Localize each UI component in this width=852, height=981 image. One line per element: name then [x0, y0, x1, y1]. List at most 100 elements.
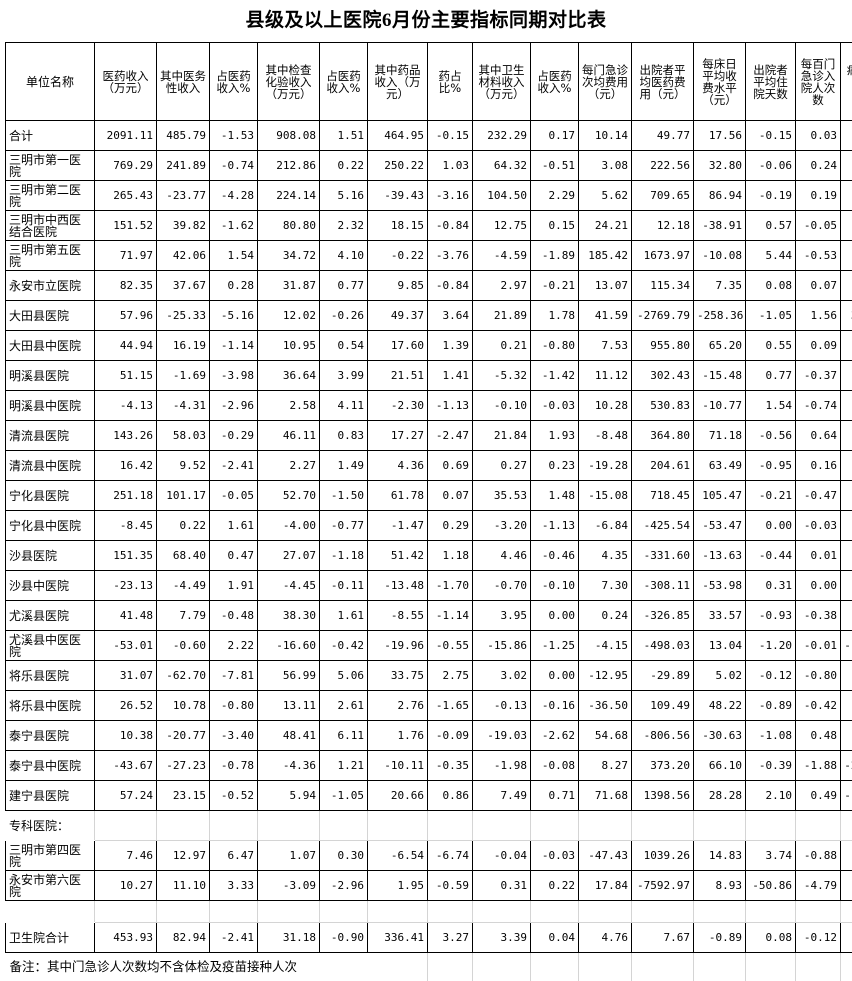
cell-value: 3.08: [579, 151, 632, 181]
cell-value: 143.26: [95, 421, 157, 451]
cell-value: -39.43: [368, 181, 428, 211]
cell-value: 0.71: [531, 781, 579, 811]
cell-value: 65.20: [694, 331, 746, 361]
cell-value: 204.61: [632, 451, 694, 481]
cell-value: [694, 901, 746, 923]
cell-value: 33.75: [368, 661, 428, 691]
row-label: 永安市立医院: [6, 271, 95, 301]
cell-value: -2.62: [531, 721, 579, 751]
cell-value: 0.31: [746, 571, 796, 601]
cell-value: -0.05: [796, 211, 841, 241]
cell-value: 0.15: [531, 211, 579, 241]
cell-value: [579, 811, 632, 841]
indicator-comparison-table: 单位名称 医药收入（万元） 其中医务性收入 占医药收入% 其中检查化验收入（万元…: [5, 42, 852, 981]
cell-value: 27.07: [258, 541, 320, 571]
row-label: [6, 901, 95, 923]
cell-value: -498.03: [632, 631, 694, 661]
column-header-material-share: 占医药收入%: [531, 43, 579, 121]
cell-value: -2769.79: [632, 301, 694, 331]
cell-value: -0.74: [210, 151, 258, 181]
cell-value: -7592.97: [632, 871, 694, 901]
cell-value: -1.98: [473, 751, 531, 781]
cell-value: 241.89: [157, 151, 210, 181]
cell-value: 0.19: [796, 181, 841, 211]
cell-value: 1.91: [210, 571, 258, 601]
cell-value: -1.14: [428, 601, 473, 631]
column-header-inpatient-avg-cost: 出院者平均医药费用（元）: [632, 43, 694, 121]
cell-value: 4.75: [841, 361, 852, 391]
cell-value: -0.04: [473, 841, 531, 871]
cell-value: 21.89: [473, 301, 531, 331]
cell-value: -308.11: [632, 571, 694, 601]
cell-value: 4.35: [579, 541, 632, 571]
column-header-exam-lab-share: 占医药收入%: [320, 43, 368, 121]
cell-value: 0.21: [473, 331, 531, 361]
cell-value: 10.95: [258, 331, 320, 361]
cell-value: [428, 901, 473, 923]
cell-value: 6.47: [210, 841, 258, 871]
cell-value: -0.21: [531, 271, 579, 301]
row-label: 专科医院：: [6, 811, 95, 841]
cell-value: 18.15: [368, 211, 428, 241]
cell-value: -6.74: [428, 841, 473, 871]
cell-value: -7.81: [210, 661, 258, 691]
cell-value: 0.17: [531, 121, 579, 151]
cell-value: -3.40: [210, 721, 258, 751]
cell-value: 0.30: [320, 841, 368, 871]
cell-value: -1.47: [368, 511, 428, 541]
cell-value: 1.00: [841, 571, 852, 601]
cell-value: 1.56: [796, 301, 841, 331]
cell-value: 71.68: [579, 781, 632, 811]
cell-value: 7.30: [579, 571, 632, 601]
cell-value: 373.20: [632, 751, 694, 781]
footnote-spacer: [531, 953, 579, 981]
cell-value: 26.52: [95, 691, 157, 721]
cell-value: -1.62: [210, 211, 258, 241]
cell-value: 44.94: [95, 331, 157, 361]
cell-value: 14.85: [841, 451, 852, 481]
cell-value: [632, 811, 694, 841]
cell-value: -4.15: [579, 631, 632, 661]
cell-value: -0.16: [531, 691, 579, 721]
cell-value: -15.48: [694, 361, 746, 391]
cell-value: 1.76: [368, 721, 428, 751]
cell-value: [796, 901, 841, 923]
cell-value: -0.55: [428, 631, 473, 661]
cell-value: [531, 901, 579, 923]
cell-value: 364.80: [632, 421, 694, 451]
cell-value: -3.16: [428, 181, 473, 211]
cell-value: -19.96: [368, 631, 428, 661]
cell-value: 1.95: [368, 871, 428, 901]
cell-value: 0.22: [320, 151, 368, 181]
cell-value: 11.10: [157, 871, 210, 901]
cell-value: -425.54: [632, 511, 694, 541]
cell-value: -0.12: [796, 923, 841, 953]
cell-value: -4.28: [210, 181, 258, 211]
cell-value: 5.16: [320, 181, 368, 211]
cell-value: -0.80: [531, 331, 579, 361]
cell-value: -4.59: [473, 241, 531, 271]
cell-value: -8.57: [841, 841, 852, 871]
column-header-outpatient-avg-cost: 每门急诊次均费用（元）: [579, 43, 632, 121]
cell-value: [157, 901, 210, 923]
cell-value: 3.33: [210, 871, 258, 901]
cell-value: -1.20: [746, 631, 796, 661]
cell-value: 8.93: [694, 871, 746, 901]
cell-value: 0.00: [531, 601, 579, 631]
cell-value: 31.18: [258, 923, 320, 953]
cell-value: -326.85: [632, 601, 694, 631]
cell-value: -1.13: [531, 511, 579, 541]
cell-value: -0.56: [746, 421, 796, 451]
cell-value: -0.21: [746, 481, 796, 511]
column-header-avg-stay-days: 出院者平均住院天数: [746, 43, 796, 121]
cell-value: -2.47: [428, 421, 473, 451]
cell-value: -0.35: [428, 751, 473, 781]
cell-value: 0.08: [746, 923, 796, 953]
cell-value: 1.39: [428, 331, 473, 361]
cell-value: 0.29: [428, 511, 473, 541]
cell-value: 2.97: [473, 271, 531, 301]
